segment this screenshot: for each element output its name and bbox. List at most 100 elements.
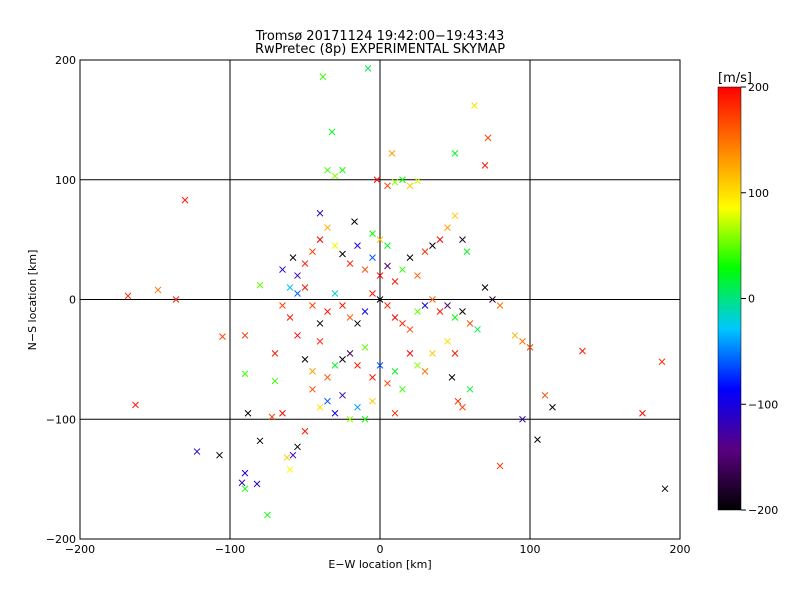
y-axis: −200 −100 0 100 200 [46,54,76,546]
data-point [414,177,421,185]
colorbar-tick-label: 100 [748,187,769,200]
data-point [421,302,429,309]
data-point [373,176,381,184]
y-tick-label: 0 [69,294,76,307]
data-point [309,302,316,309]
x-tick-label: 200 [670,543,691,556]
data-point [331,172,339,180]
colorbar [717,86,742,511]
y-tick-label: 200 [55,54,76,67]
data-point [339,356,346,363]
data-point [124,292,132,300]
data-point [154,286,162,294]
data-point [301,356,309,363]
data-point [459,403,466,411]
data-point [294,443,301,451]
data-point [463,248,471,255]
data-point [328,128,336,136]
data-point [639,409,646,417]
y-tick-label: 100 [55,174,76,187]
data-point [451,150,459,157]
data-point [658,358,666,366]
data-point [354,362,361,369]
data-point [384,242,391,249]
data-point [454,397,462,405]
data-point [369,373,376,381]
data-point [339,250,346,258]
data-point [436,308,444,315]
data-point [339,302,346,309]
data-point [481,284,489,291]
data-point [309,248,316,255]
data-point [264,511,271,519]
data-point [219,333,226,340]
data-point [406,326,414,333]
data-point [388,150,396,157]
data-point [172,296,180,303]
data-point [216,451,223,459]
data-point [451,314,459,321]
data-point [354,403,361,411]
data-point [279,409,286,417]
data-point [429,296,436,303]
data-point [253,480,261,488]
data-point [399,385,406,393]
data-point [354,320,361,327]
data-point [496,462,504,470]
data-point [324,373,331,381]
data-point [451,350,459,357]
data-point [309,367,316,375]
data-point [391,178,399,186]
data-point [384,262,391,270]
data-point [346,314,354,321]
y-axis-label: N−S location [km] [26,250,39,351]
data-point [489,296,496,303]
data-point [466,385,474,393]
data-point [316,236,324,243]
data-point [369,254,376,261]
data-point [351,218,358,226]
data-point [391,409,399,417]
data-point [294,290,301,297]
data-point [331,242,339,249]
data-point [474,326,481,333]
data-point [384,182,391,190]
data-point [541,391,549,399]
colorbar-tick-label: 0 [748,293,755,306]
data-point [361,266,369,273]
data-point [429,350,436,357]
chart-subtitle: RwPretec (8p) EXPERIMENTAL SKYMAP [255,42,505,57]
data-point [399,320,406,327]
data-point [279,266,286,273]
data-point [354,242,361,249]
data-point [384,379,391,387]
data-point [241,332,249,339]
y-tick-label: −100 [46,413,76,426]
data-point [519,338,526,345]
data-points [124,65,669,519]
data-point [346,350,354,357]
data-point [534,436,541,443]
data-point [471,102,478,109]
data-point [331,290,339,297]
data-point [369,290,376,297]
data-point [346,415,354,423]
data-point [399,266,406,273]
data-point [361,308,369,315]
data-point [339,391,346,399]
data-point [444,302,451,309]
data-point [279,302,286,309]
data-point [331,362,339,369]
data-point [414,272,421,279]
data-point [286,466,294,473]
data-point [294,272,301,279]
data-point [436,236,444,243]
data-point [316,338,324,345]
colorbar-label: [m/s] [718,71,752,86]
data-point [324,397,331,405]
data-point [399,176,406,184]
data-point [241,469,249,477]
data-point [316,403,324,411]
colorbar-tick-label: 200 [748,81,769,94]
